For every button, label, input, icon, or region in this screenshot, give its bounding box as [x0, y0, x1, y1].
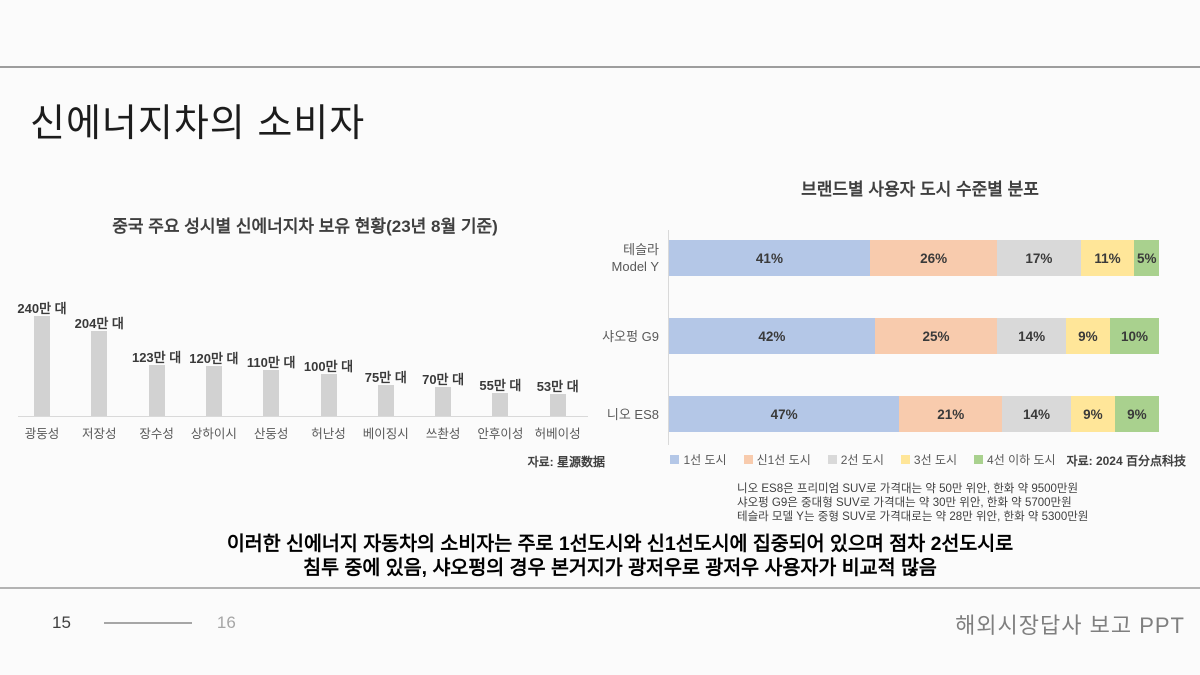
bar-value-label: 204만 대: [74, 316, 124, 331]
bar-category-label: 저장성: [82, 427, 117, 441]
bar-category-label: 상하이시: [190, 427, 237, 441]
stacked-bar-row: 샤오펑 G9 42% 25% 14% 9% 10%: [602, 318, 1159, 354]
price-notes: 니오 ES8은 프리미엄 SUV로 가격대는 약 50만 위안, 한화 약 95…: [737, 482, 1088, 524]
legend-item: 신1선 도시: [743, 451, 811, 468]
bar-category-label: 장수성: [139, 427, 174, 441]
stack-segment: 11%: [1080, 240, 1135, 276]
bar-category-label: 허베이성: [534, 427, 581, 441]
stack-segment: 26%: [869, 240, 998, 276]
page-title: 신에너지차의 소비자: [30, 103, 366, 145]
bar-category-label: 안후이성: [477, 427, 524, 441]
bar-value-label: 110만 대: [246, 355, 296, 370]
legend-item: 1선 도시: [670, 451, 727, 468]
page-number-current: 15: [52, 613, 71, 632]
bar: [205, 366, 222, 416]
footer-doc-title: 해외시장답사 보고 PPT: [955, 613, 1185, 638]
bar-value-label: 53만 대: [536, 379, 579, 394]
legend-label: 1선 도시: [683, 453, 727, 467]
summary-text: 이러한 신에너지 자동차의 소비자는 주로 1선도시와 신1선도시에 집중되어 …: [0, 532, 1200, 580]
legend-label: 2선 도시: [840, 453, 884, 467]
bar-category-label: 허난성: [311, 427, 346, 441]
bottom-divider: [0, 587, 1200, 589]
bar-value-label: 75만 대: [364, 370, 407, 385]
note-line: 샤오펑 G9은 중대형 SUV로 가격대는 약 30만 위안, 한화 약 570…: [737, 497, 1072, 509]
row-category-label-line: 샤오펑 G9: [602, 329, 659, 344]
legend-swatch: [900, 455, 910, 464]
stack-segment: 17%: [997, 240, 1081, 276]
page-number-total: 16: [216, 613, 236, 632]
stack-segment: 21%: [899, 396, 1003, 432]
bar: [148, 365, 165, 416]
left-chart-x-axis: [18, 416, 588, 417]
row-category-label-line: 테슬라: [623, 242, 659, 257]
bar: [91, 331, 108, 416]
row-category-label-line: 니오 ES8: [606, 407, 659, 422]
legend-item: 3선 도시: [900, 451, 958, 468]
right-chart-title: 브랜드별 사용자 도시 수준별 분포: [801, 180, 1039, 199]
legend-swatch: [974, 455, 984, 464]
stack-segment: 14%: [1002, 396, 1071, 432]
chart-legend: 1선 도시 신1선 도시 2선 도시 3선 도시 4선 이하 도시: [670, 451, 1056, 468]
left-chart-title: 중국 주요 성시별 신에너지차 보유 현황(23년 8월 기준): [112, 217, 498, 236]
legend-label: 신1선 도시: [756, 453, 811, 467]
stacked-bar-row: 테슬라 Model Y 41% 26% 17% 11% 5%: [612, 240, 1159, 276]
bar-value-label: 240만 대: [17, 301, 67, 316]
legend-swatch: [670, 455, 680, 464]
note-line: 니오 ES8은 프리미엄 SUV로 가격대는 약 50만 위안, 한화 약 95…: [737, 483, 1079, 495]
row-category-label-line: Model Y: [611, 259, 659, 274]
bar-value-label: 70만 대: [422, 372, 465, 387]
legend-item: 2선 도시: [827, 451, 884, 468]
bar-category-label: 쓰촨성: [425, 427, 461, 441]
right-chart-source: 자료: 2024 百分点科技: [1066, 454, 1186, 468]
bar: [492, 393, 509, 416]
stack-segment: 42%: [669, 318, 875, 354]
legend-swatch: [827, 455, 837, 464]
legend-swatch: [743, 455, 753, 464]
bar: [549, 394, 566, 416]
bar: [435, 387, 452, 416]
page-divider-line: [103, 622, 192, 624]
stack-segment: 5%: [1134, 240, 1159, 276]
legend-label: 3선 도시: [913, 453, 958, 467]
legend-item: 4선 이하 도시: [974, 451, 1056, 468]
bar: [320, 374, 337, 416]
summary-line-2: 침투 중에 있음, 샤오펑의 경우 본거지가 광저우로 광저우 사용자가 비교적…: [303, 557, 937, 579]
page-indicator: 15 16: [52, 613, 236, 633]
stack-segment: 9%: [1114, 396, 1159, 432]
stack-segment: 47%: [669, 396, 900, 432]
top-divider: [0, 66, 1200, 68]
stack-segment: 25%: [874, 318, 998, 354]
summary-line-1: 이러한 신에너지 자동차의 소비자는 주로 1선도시와 신1선도시에 집중되어 …: [226, 533, 1014, 555]
bar-value-label: 123만 대: [131, 350, 182, 365]
bar-category-label: 산둥성: [253, 427, 289, 441]
row-category-label: 샤오펑 G9: [519, 328, 659, 345]
bar-value-label: 120만 대: [189, 351, 239, 366]
stack-segment: 9%: [1065, 318, 1110, 354]
right-chart-plot: 테슬라 Model Y 41% 26% 17% 11% 5% 샤오펑 G9 42% 25% 14% 9…: [602, 230, 1160, 445]
bar-value-label: 100만 대: [303, 359, 354, 374]
right-chart-y-axis: [668, 230, 669, 445]
stacked-bar-row: 니오 ES8 47% 21% 14% 9% 9%: [607, 396, 1159, 432]
legend-label: 4선 이하 도시: [987, 453, 1056, 467]
stack-segment: 41%: [669, 240, 870, 276]
row-category-label: 니오 ES8: [519, 406, 659, 423]
bar-category-label: 광둥성: [24, 427, 60, 441]
bar: [377, 385, 394, 416]
stack-segment: 9%: [1070, 396, 1115, 432]
stack-segment: 14%: [997, 318, 1066, 354]
bar: [34, 316, 50, 416]
stack-segment: 10%: [1109, 318, 1159, 354]
bar-category-label: 베이징시: [362, 427, 409, 441]
bar: [263, 370, 280, 416]
row-category-label: 테슬라 Model Y: [519, 241, 659, 275]
note-line: 테슬라 모델 Y는 중형 SUV로 가격대로는 약 28만 위안, 한화 약 5…: [737, 511, 1089, 523]
left-chart-source: 자료: 星源数据: [527, 455, 605, 469]
bar-value-label: 55만 대: [479, 378, 522, 393]
